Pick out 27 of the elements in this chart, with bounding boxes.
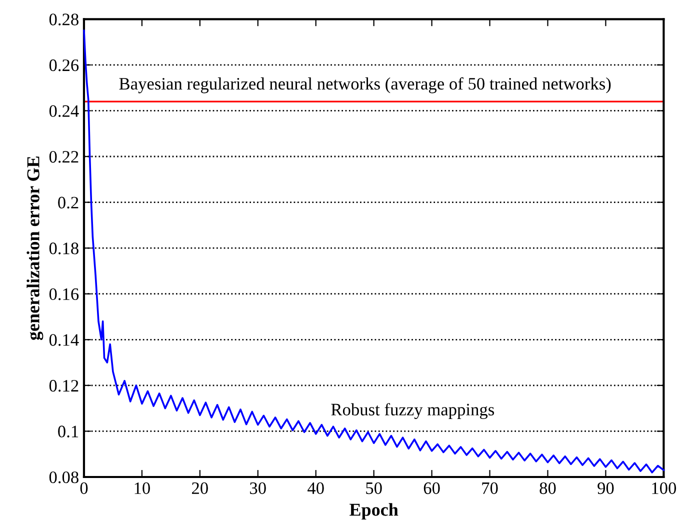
x-tick-label: 100 xyxy=(652,482,676,494)
x-tick-label: 40 xyxy=(308,482,324,494)
x-tick-label: 50 xyxy=(366,482,382,494)
x-tick-label: 30 xyxy=(250,482,266,494)
y-tick-label: 0.24 xyxy=(49,105,79,117)
y-tick-label: 0.16 xyxy=(49,288,79,300)
x-tick-label: 60 xyxy=(424,482,440,494)
x-tick-label: 70 xyxy=(482,482,498,494)
ref-line-label: Bayesian regularized neural networks (average of 50 trained networks) xyxy=(119,77,611,94)
x-tick-label: 0 xyxy=(80,482,88,494)
line-series xyxy=(83,30,665,474)
y-tick-label: 0.28 xyxy=(49,14,78,26)
y-tick-label: 0.14 xyxy=(49,334,79,346)
y-tick-label: 0.2 xyxy=(58,196,78,209)
x-tick-label: 10 xyxy=(134,482,150,494)
annotation: Robust fuzzy mappings xyxy=(331,403,494,420)
x-axis-title: Epoch xyxy=(350,503,398,520)
y-tick-label: 0.18 xyxy=(49,242,78,254)
x-tick-label: 20 xyxy=(192,482,208,494)
y-tick-label: 0.26 xyxy=(49,59,79,72)
x-tick-label: 90 xyxy=(598,482,614,494)
y-tick-label: 0.12 xyxy=(49,380,78,392)
y-axis-title: generalization error GE xyxy=(26,156,44,340)
y-tick-label: 0.08 xyxy=(49,471,78,484)
y-tick-label: 0.1 xyxy=(58,426,78,438)
y-tick-label: 0.22 xyxy=(49,150,78,163)
x-tick-label: 80 xyxy=(540,482,556,494)
